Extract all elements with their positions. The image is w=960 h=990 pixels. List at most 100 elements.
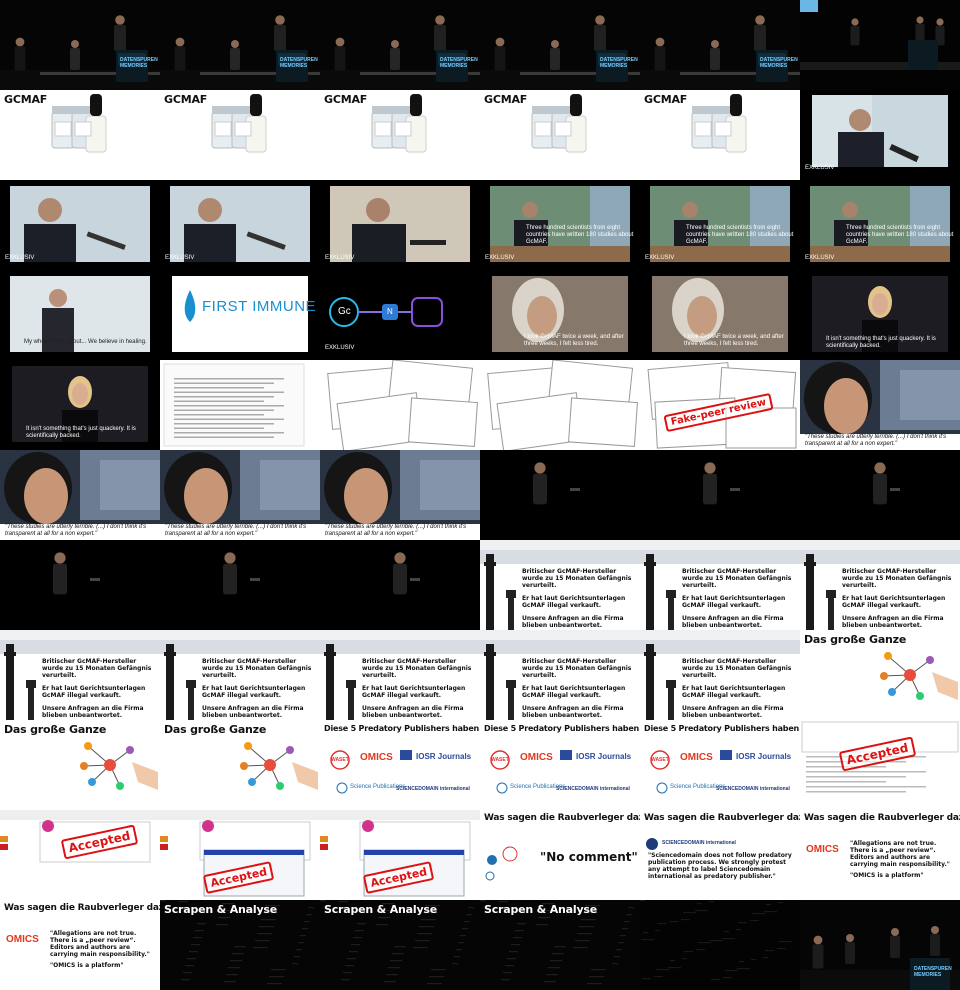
thumbnail-doc-multi xyxy=(480,360,640,450)
omics-logo: OMICS xyxy=(680,752,713,763)
thumbnail-bullets: Britischer GcMAF-Hersteller wurde zu 15 … xyxy=(160,630,320,720)
thumbnail-grosse-ganze: Das große Ganze xyxy=(800,630,960,720)
thumbnail-image xyxy=(160,450,320,540)
thumbnail-interview-d: Three hundred scientists from eight coun… xyxy=(640,180,800,270)
thumbnail-grosse-ganze: Das große Ganze xyxy=(0,720,160,810)
stage-logo: DATENSPUREN MEMORIES xyxy=(600,57,638,69)
thumbnail-scrapen-blank xyxy=(640,900,800,990)
thumbnail-image xyxy=(160,360,320,450)
thumbnail-image xyxy=(480,540,640,630)
bullet-list: Britischer GcMAF-Hersteller wurde zu 15 … xyxy=(202,658,316,720)
sciencedomain-quote: "Sciencedomain does not follow predatory… xyxy=(648,852,792,880)
thumbnail-image xyxy=(480,450,640,540)
thumbnail-bullets: Britischer GcMAF-Hersteller wurde zu 15 … xyxy=(480,630,640,720)
bullet-list: Britischer GcMAF-Hersteller wurde zu 15 … xyxy=(362,658,476,720)
gc-node-label: Gc xyxy=(338,306,351,317)
thumbnail-image xyxy=(640,450,800,540)
thumbnail-bullets: Britischer GcMAF-Hersteller wurde zu 15 … xyxy=(640,630,800,720)
thumbnail-image xyxy=(0,540,160,630)
bullet-list: Britischer GcMAF-Hersteller wurde zu 15 … xyxy=(682,658,796,720)
thumbnail-raub-omics: Was sagen die Raubverleger dazu? OMICS "Al… xyxy=(0,900,160,990)
gcmaf-title: GCMAF xyxy=(644,93,688,106)
thumbnail-gc-diagram: Gc N EXKLUSIV xyxy=(320,270,480,360)
omics-quote: "Allegations are not true. There is a „p… xyxy=(850,840,956,883)
omics-quote-2: "OMICS is a platform" xyxy=(850,872,924,879)
thumbnail-gcmaf: GCMAF xyxy=(480,90,640,180)
bullet2: Er hat laut Gerichtsunterlagen GcMAF ill… xyxy=(202,685,306,699)
thumbnail-bullets: Britischer GcMAF-Hersteller wurde zu 15 … xyxy=(320,630,480,720)
n-node-label: N xyxy=(387,307,393,316)
thumbnail-doc-single xyxy=(160,360,320,450)
thumbnail-image xyxy=(480,900,640,990)
thumbnail-doc-multi xyxy=(320,360,480,450)
thumbnail-woman-close: "These studies are utterly terrible. (..… xyxy=(160,450,320,540)
sciencedomain-logo: SCIENCEDOMAIN international xyxy=(716,786,790,792)
subtitle: My whole life is about... We believe in … xyxy=(24,339,147,345)
thumbnail-image xyxy=(160,180,320,270)
thumbnail-image xyxy=(800,900,960,990)
bullet3: Unsere Anfragen an die Firma blieben unb… xyxy=(522,705,624,719)
stage-logo: DATENSPUREN MEMORIES xyxy=(914,966,952,978)
bullet2: Er hat laut Gerichtsunterlagen GcMAF ill… xyxy=(522,685,626,699)
thumbnail-woman-close: "These studies are utterly terrible. (..… xyxy=(800,360,960,450)
bullet3: Unsere Anfragen an die Firma blieben unb… xyxy=(682,615,784,629)
thumbnail-image xyxy=(800,180,960,270)
stage-logo: DATENSPUREN MEMORIES xyxy=(760,57,798,69)
thumbnail-image xyxy=(320,90,480,180)
thumbnail-image xyxy=(160,270,320,360)
exklusiv-badge: EXKLUSIV xyxy=(645,255,675,261)
thumbnail-image xyxy=(480,90,640,180)
stage-logo: DATENSPUREN MEMORIES xyxy=(120,57,158,69)
bullet1: Britischer GcMAF-Hersteller wurde zu 15 … xyxy=(842,568,952,589)
bullet1: Britischer GcMAF-Hersteller wurde zu 15 … xyxy=(522,658,632,679)
bullet3: Unsere Anfragen an die Firma blieben unb… xyxy=(842,615,944,629)
thumbnail-image xyxy=(480,180,640,270)
thumbnail-image xyxy=(320,450,480,540)
bullet1: Britischer GcMAF-Hersteller wurde zu 15 … xyxy=(202,658,312,679)
thumbnail-bullets: Britischer GcMAF-Hersteller wurde zu 15 … xyxy=(0,630,160,720)
bullet2: Er hat laut Gerichtsunterlagen GcMAF ill… xyxy=(42,685,146,699)
thumbnail-predatory: Diese 5 Predatory Publishers haben wir u… xyxy=(320,720,480,810)
thumbnail-gcmaf: GCMAF xyxy=(0,90,160,180)
sciencedomain-logo: SCIENCEDOMAIN international xyxy=(396,786,470,792)
thumbnail-interview-d: Three hundred scientists from eight coun… xyxy=(480,180,640,270)
exklusiv-badge: EXKLUSIV xyxy=(325,255,355,261)
thumbnail-grosse-ganze: Das große Ganze xyxy=(160,720,320,810)
thumbnail-image xyxy=(160,0,320,90)
thumbnail-stage: DATENSPUREN MEMORIES xyxy=(320,0,480,90)
predatory-title: Diese 5 Predatory Publishers haben wir u… xyxy=(644,724,800,733)
thumbnail-stage: DATENSPUREN MEMORIES xyxy=(480,0,640,90)
omics-quote: "Allegations are not true. There is a „p… xyxy=(50,930,156,973)
thumbnail-stage: DATENSPUREN MEMORIES xyxy=(160,0,320,90)
thumbnail-image xyxy=(160,720,320,810)
thumbnail-image xyxy=(640,360,800,450)
predatory-title: Diese 5 Predatory Publishers haben wir u… xyxy=(484,724,640,733)
thumbnail-image xyxy=(0,180,160,270)
thumbnail-image xyxy=(160,630,320,720)
waset-logo: WASET xyxy=(331,757,349,763)
quote-caption: "These studies are utterly terrible. (..… xyxy=(805,434,947,447)
thumbnail-dark-speaker xyxy=(160,540,320,630)
bullet1: Britischer GcMAF-Hersteller wurde zu 15 … xyxy=(522,568,632,589)
bullet1: Britischer GcMAF-Hersteller wurde zu 15 … xyxy=(682,568,792,589)
bullet-list: Britischer GcMAF-Hersteller wurde zu 15 … xyxy=(522,568,636,630)
sciencedomain-logo: SCIENCEDOMAIN international xyxy=(556,786,630,792)
omics-logo: OMICS xyxy=(360,752,393,763)
thumbnail-interview-b: EXKLUSIV xyxy=(160,180,320,270)
thumbnail-image xyxy=(480,810,640,900)
thumbnail-image xyxy=(640,180,800,270)
thumbnail-image xyxy=(0,630,160,720)
subtitle: It isn't something that's just quackery.… xyxy=(26,426,136,439)
no-comment-quote: "No comment" xyxy=(540,850,638,864)
subtitle: Three hundred scientists from eight coun… xyxy=(526,225,634,245)
thumbnail-woman-close: "These studies are utterly terrible. (..… xyxy=(320,450,480,540)
predatory-title: Diese 5 Predatory Publishers haben wir u… xyxy=(324,724,480,733)
gcmaf-title: GCMAF xyxy=(164,93,208,106)
thumbnail-image xyxy=(800,90,960,180)
science-pub-logo: Science Publications xyxy=(350,784,406,790)
thumbnail-raub-sciencedomain: Was sagen die Raubverleger dazu? SCIENCED… xyxy=(640,810,800,900)
thumbnail-image xyxy=(480,0,640,90)
subtitle: I took GcMAF twice a week, and after thr… xyxy=(684,334,784,347)
exklusiv-badge: EXKLUSIV xyxy=(805,255,835,261)
bullet1: Britischer GcMAF-Hersteller wurde zu 15 … xyxy=(682,658,792,679)
